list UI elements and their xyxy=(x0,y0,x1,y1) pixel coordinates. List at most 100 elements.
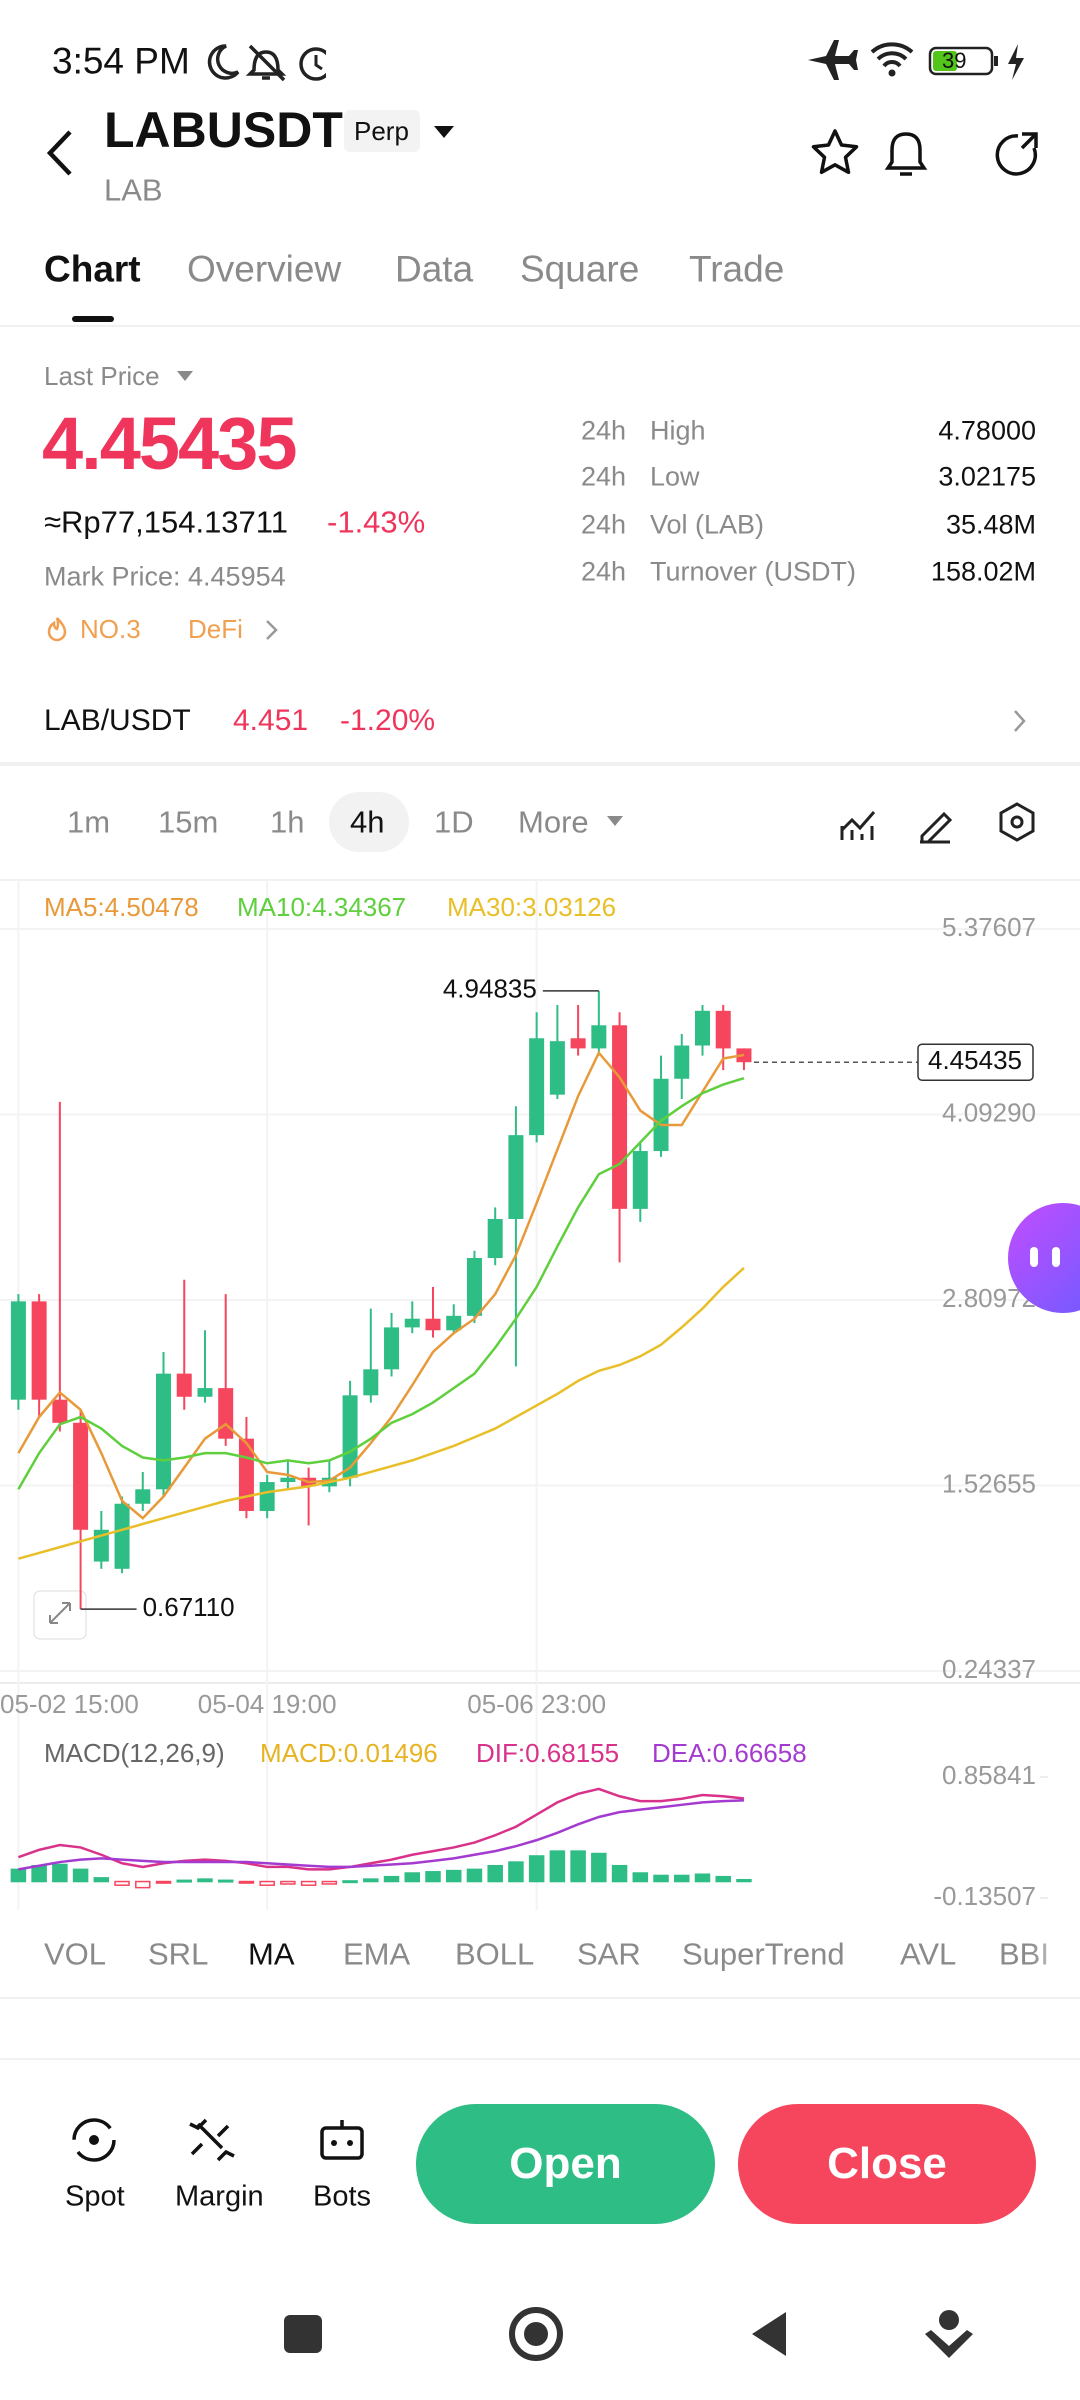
y-tick-label: 0.24337 xyxy=(942,1654,1036,1684)
dropdown-arrow xyxy=(177,371,193,381)
open-label[interactable]: Open xyxy=(509,2139,622,2188)
bubble-eye xyxy=(1052,1247,1060,1267)
indicator-tab[interactable]: AVL xyxy=(900,1936,957,1972)
last-price: 4.45435 xyxy=(42,402,297,485)
legend-entry: MA30:3.03126 xyxy=(447,892,616,922)
open-button[interactable] xyxy=(416,2104,715,2224)
candle-body xyxy=(404,1318,420,1328)
stat-value: 158.02M xyxy=(930,556,1036,587)
macd-bar xyxy=(342,1880,358,1884)
macd-title: MACD(12,26,9) xyxy=(44,1738,225,1768)
macd-bar xyxy=(114,1880,130,1886)
macd-bar xyxy=(363,1878,379,1883)
candle-body xyxy=(694,1010,710,1046)
chart-tools[interactable] xyxy=(838,800,1038,844)
macd-bar xyxy=(31,1864,47,1883)
rank-tag[interactable]: NO.3 xyxy=(80,614,141,644)
spot-pair[interactable]: LAB/USDT xyxy=(44,704,191,737)
tab[interactable]: Square xyxy=(520,248,640,290)
interval[interactable]: 15m xyxy=(158,804,219,840)
divider xyxy=(0,325,1080,327)
tab[interactable]: Trade xyxy=(689,248,785,290)
interval[interactable]: 4h xyxy=(350,804,385,840)
indicator-tab[interactable]: MA xyxy=(248,1936,295,1972)
candle-body xyxy=(176,1373,192,1397)
spot-price: 4.451 xyxy=(233,704,309,737)
candle-body xyxy=(466,1258,482,1316)
macd-bar xyxy=(321,1880,338,1885)
candle-body xyxy=(363,1369,379,1396)
macd-bar xyxy=(238,1880,255,1884)
macd-bar xyxy=(674,1874,690,1883)
candle-body xyxy=(508,1135,524,1219)
chevron[interactable] xyxy=(1012,708,1028,734)
x-tick-label: 05-04 19:00 xyxy=(198,1689,337,1719)
stat-name: High xyxy=(650,415,706,446)
candle-body xyxy=(10,1301,26,1400)
indicator-tab[interactable]: EMA xyxy=(343,1936,411,1972)
divider xyxy=(0,762,1080,766)
macd-line xyxy=(17,1787,745,1871)
interval[interactable]: 1h xyxy=(270,804,305,840)
symbol: LABUSDT xyxy=(104,102,343,158)
spot-change: -1.20% xyxy=(340,704,436,737)
candle-body xyxy=(218,1388,234,1439)
close-button[interactable] xyxy=(738,2104,1036,2224)
legend-entry: DIF:0.68155 xyxy=(476,1738,619,1768)
candle-body xyxy=(591,1025,607,1049)
macd-bar xyxy=(135,1880,151,1889)
macd-bar xyxy=(487,1864,503,1883)
macd-bar xyxy=(694,1873,711,1883)
macd-bar xyxy=(383,1875,400,1883)
action-icons[interactable] xyxy=(68,2114,368,2166)
macd-bar xyxy=(653,1874,669,1883)
indicator-tab[interactable]: SuperTrend xyxy=(682,1936,845,1972)
macd-bar xyxy=(425,1871,441,1883)
candle-body xyxy=(135,1489,151,1504)
tab[interactable]: Overview xyxy=(187,248,342,290)
stat-name: Turnover (USDT) xyxy=(650,556,857,587)
action-label[interactable]: Margin xyxy=(175,2180,264,2213)
candle-body xyxy=(280,1477,296,1483)
interval[interactable]: 1m xyxy=(67,804,111,840)
last-price-label[interactable]: Last Price xyxy=(44,361,160,391)
stat-period: 24h xyxy=(581,415,627,446)
symbol-dropdown[interactable] xyxy=(432,124,456,140)
macd-bar xyxy=(93,1877,110,1883)
indicator-tab[interactable]: SAR xyxy=(577,1936,641,1972)
macd-bar xyxy=(280,1880,296,1885)
macd-bar xyxy=(611,1864,628,1883)
sector-tag[interactable]: DeFi xyxy=(188,614,243,644)
candle-body xyxy=(529,1038,545,1136)
indicator-tab[interactable]: BOLL xyxy=(455,1936,535,1972)
close-label[interactable]: Close xyxy=(827,2139,947,2188)
candle-body xyxy=(487,1218,503,1259)
back-button[interactable] xyxy=(44,128,78,178)
macd-bar xyxy=(466,1868,483,1883)
expand-button[interactable] xyxy=(33,1590,87,1640)
macd-bar xyxy=(591,1852,607,1883)
interval[interactable]: 1D xyxy=(434,804,474,840)
interval[interactable]: More xyxy=(518,804,589,840)
contract-badge: Perp xyxy=(354,116,409,146)
macd-bar xyxy=(570,1850,586,1883)
tab[interactable]: Chart xyxy=(44,248,141,290)
last-price-box xyxy=(917,1043,1034,1081)
tab-indicator xyxy=(72,316,114,322)
macd-bar xyxy=(549,1850,566,1883)
header-actions[interactable] xyxy=(810,128,1050,178)
fade xyxy=(1030,1930,1080,1980)
candle-body xyxy=(425,1318,441,1331)
action-label[interactable]: Bots xyxy=(313,2180,372,2213)
indicator-tab[interactable]: SRL xyxy=(148,1936,209,1972)
indicator-tab[interactable]: VOL xyxy=(44,1936,107,1972)
tab[interactable]: Data xyxy=(395,248,474,290)
divider xyxy=(0,879,1080,881)
divider xyxy=(0,2058,1080,2060)
action-label[interactable]: Spot xyxy=(65,2180,125,2213)
macd-line xyxy=(18,1799,744,1871)
macd-bar xyxy=(217,1879,234,1883)
nav-bar[interactable] xyxy=(0,2300,1080,2370)
candle-body xyxy=(156,1373,172,1490)
